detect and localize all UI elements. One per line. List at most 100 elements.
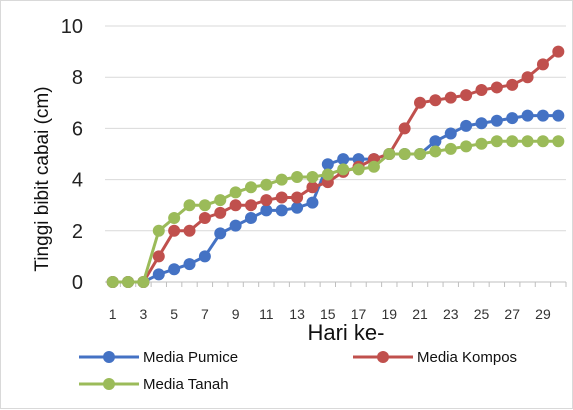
x-tick-label: 5 xyxy=(170,306,178,322)
data-point xyxy=(460,89,473,102)
data-point xyxy=(260,178,273,191)
data-point xyxy=(306,181,319,194)
data-point xyxy=(198,199,211,212)
data-point xyxy=(306,171,319,184)
x-tick-label: 25 xyxy=(474,306,490,322)
data-point xyxy=(521,135,534,148)
x-axis-title: Hari ke- xyxy=(307,320,384,345)
data-point xyxy=(429,135,442,148)
data-point xyxy=(183,258,196,271)
x-tick-label: 3 xyxy=(140,306,148,322)
data-point xyxy=(306,196,319,209)
data-point xyxy=(552,135,565,148)
data-point xyxy=(321,168,334,181)
series-media-kompos xyxy=(106,45,565,288)
data-point xyxy=(198,212,211,224)
data-point xyxy=(521,71,534,84)
data-point xyxy=(198,250,211,263)
data-point xyxy=(460,140,473,153)
y-axis-title: Tinggi bibit cabai (cm) xyxy=(32,86,53,271)
legend-item: Media Tanah xyxy=(79,376,229,393)
data-point xyxy=(229,186,242,199)
data-point xyxy=(168,224,181,237)
data-point xyxy=(490,114,503,127)
data-point xyxy=(398,148,411,160)
data-point xyxy=(352,163,365,176)
data-point xyxy=(183,224,196,237)
legend-marker xyxy=(103,351,115,363)
data-point xyxy=(536,135,549,148)
data-point xyxy=(536,58,549,71)
x-tick-label: 15 xyxy=(320,306,336,322)
x-tick-label: 23 xyxy=(443,306,459,322)
legend-item: Media Pumice xyxy=(79,349,238,366)
legend-label: Media Kompos xyxy=(417,349,517,366)
data-point xyxy=(337,163,350,176)
data-point xyxy=(398,122,411,135)
data-point xyxy=(475,137,488,150)
data-point xyxy=(214,206,227,219)
data-point xyxy=(229,199,242,212)
y-tick-label: 6 xyxy=(72,118,83,140)
data-point xyxy=(475,84,488,96)
data-point xyxy=(490,135,503,148)
series-media-tanah xyxy=(106,135,565,288)
legend-marker xyxy=(377,351,389,363)
x-tick-label: 19 xyxy=(381,306,397,322)
data-point xyxy=(429,145,442,158)
data-point xyxy=(460,119,473,132)
y-tick-label: 8 xyxy=(72,67,83,89)
data-point xyxy=(444,127,457,140)
data-point xyxy=(152,268,165,281)
x-tick-label: 21 xyxy=(412,306,428,322)
data-point xyxy=(183,199,196,212)
data-point xyxy=(444,142,457,155)
data-point xyxy=(275,191,288,204)
data-point xyxy=(260,204,273,217)
data-point xyxy=(260,194,273,207)
x-tick-label: 1 xyxy=(109,306,117,322)
x-tick-label: 9 xyxy=(232,306,240,322)
data-point xyxy=(214,227,227,240)
data-point xyxy=(337,153,350,166)
legend-label: Media Pumice xyxy=(143,349,238,366)
data-point xyxy=(414,96,427,109)
data-point xyxy=(291,171,304,184)
series-layer xyxy=(106,45,565,288)
legend-item: Media Kompos xyxy=(353,349,517,366)
data-point xyxy=(414,148,427,160)
x-tick-label: 13 xyxy=(289,306,305,322)
x-tick-label: 17 xyxy=(351,306,367,322)
gridlines xyxy=(105,25,566,232)
data-point xyxy=(506,112,519,125)
y-tick-label: 4 xyxy=(72,170,83,192)
data-point xyxy=(244,199,257,212)
data-point xyxy=(152,250,165,263)
data-point xyxy=(475,117,488,130)
x-tick-label: 29 xyxy=(535,306,551,322)
data-point xyxy=(536,109,549,122)
data-point xyxy=(383,148,396,160)
data-point xyxy=(168,263,181,276)
y-tick-label: 10 xyxy=(61,16,83,38)
data-point xyxy=(275,173,288,186)
data-point xyxy=(429,94,442,107)
data-point xyxy=(152,224,165,237)
data-point xyxy=(214,194,227,207)
data-point xyxy=(291,191,304,204)
data-point xyxy=(321,158,334,171)
y-tick-label: 2 xyxy=(72,221,83,243)
data-point xyxy=(490,81,503,94)
data-point xyxy=(229,219,242,232)
data-point xyxy=(244,181,257,194)
data-point xyxy=(137,276,150,288)
x-tick-label: 11 xyxy=(259,306,274,322)
data-point xyxy=(506,135,519,148)
x-tick-label: 27 xyxy=(504,306,520,322)
data-point xyxy=(275,204,288,217)
data-point xyxy=(552,109,565,122)
data-point xyxy=(444,91,457,104)
